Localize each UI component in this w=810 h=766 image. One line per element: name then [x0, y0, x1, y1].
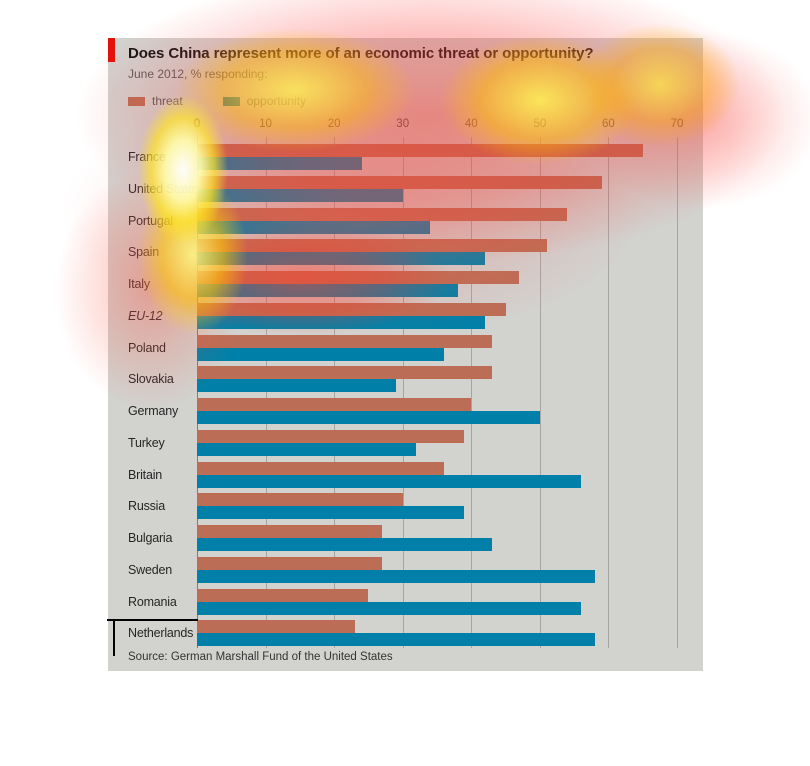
threat-bar	[197, 429, 465, 443]
threat-bar	[197, 175, 602, 189]
opportunity-bar	[197, 315, 485, 329]
opportunity-bar	[197, 474, 581, 488]
threat-swatch-icon	[128, 96, 145, 106]
category-label: United States	[128, 181, 201, 196]
x-axis-tick-label: 40	[464, 118, 478, 130]
threat-bar	[197, 461, 444, 475]
category-label: EU-12	[128, 308, 163, 323]
legend-item-opportunity: opportunity	[222, 94, 307, 108]
chart-subtitle: June 2012, % responding:	[128, 67, 268, 81]
source-note: Source: German Marshall Fund of the Unit…	[128, 651, 393, 663]
opportunity-bar	[197, 569, 595, 583]
legend-item-threat: threat	[128, 94, 183, 108]
legend: threat opportunity	[128, 94, 346, 108]
threat-bar	[197, 207, 568, 221]
threat-bar	[197, 525, 383, 538]
threat-bar	[197, 620, 355, 634]
opportunity-bar	[197, 220, 431, 234]
chart-panel: Does China represent more of an economic…	[108, 38, 703, 671]
threat-bar	[197, 366, 492, 380]
opportunity-bar	[197, 157, 362, 170]
opportunity-bar	[197, 442, 417, 456]
opportunity-bar	[197, 252, 485, 266]
category-label: Spain	[128, 245, 159, 260]
threat-bar	[197, 588, 369, 602]
category-label: Romania	[128, 594, 177, 609]
category-label: Netherlands	[128, 626, 194, 641]
category-label: Sweden	[128, 562, 172, 577]
opportunity-bar	[197, 506, 465, 520]
threat-bar	[197, 239, 547, 253]
gridline	[608, 137, 610, 648]
x-axis-tick-label: 0	[193, 118, 201, 130]
gridline	[676, 137, 678, 648]
opportunity-bar	[197, 379, 396, 393]
x-axis-tick-label: 70	[670, 118, 684, 130]
opportunity-swatch-icon	[222, 96, 240, 106]
opportunity-bar	[197, 411, 540, 424]
legend-label-opportunity: opportunity	[246, 94, 307, 108]
category-label: Poland	[128, 340, 166, 355]
x-axis-tick-label: 50	[533, 118, 547, 130]
threat-bar	[197, 334, 492, 348]
opportunity-bar	[197, 633, 595, 647]
economist-red-tab	[108, 38, 115, 62]
threat-bar	[197, 302, 506, 316]
chart-title: Does China represent more of an economic…	[128, 45, 594, 62]
category-label: Portugal	[128, 213, 173, 228]
threat-bar	[197, 271, 520, 284]
category-label: Turkey	[128, 435, 165, 450]
opportunity-bar	[197, 284, 458, 297]
opportunity-bar	[197, 601, 581, 615]
opportunity-bar	[197, 347, 444, 361]
category-label: Britain	[128, 467, 163, 482]
category-label: Bulgaria	[128, 531, 173, 545]
legend-label-threat: threat	[152, 94, 183, 108]
annotation-mark-horizontal-line	[107, 619, 198, 621]
threat-bar	[197, 493, 403, 507]
threat-bar	[197, 398, 472, 411]
x-axis-tick-label: 30	[396, 118, 410, 130]
category-label: Russia	[128, 499, 166, 514]
opportunity-bar	[197, 188, 403, 202]
x-axis-tick-label: 60	[602, 118, 615, 130]
category-label: France	[128, 150, 166, 164]
category-label: Slovakia	[128, 372, 174, 387]
category-label: Germany	[128, 404, 179, 418]
opportunity-bar	[197, 538, 492, 551]
annotation-mark-vertical-line	[113, 619, 115, 656]
threat-bar	[197, 144, 643, 157]
threat-bar	[197, 556, 383, 570]
x-axis-tick-label: 10	[259, 118, 272, 130]
x-axis-tick-label: 20	[327, 118, 341, 130]
category-label: Italy	[128, 277, 150, 291]
